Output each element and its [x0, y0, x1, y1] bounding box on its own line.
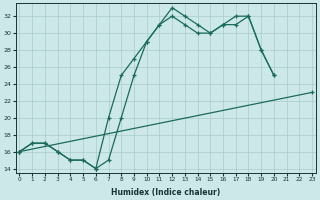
X-axis label: Humidex (Indice chaleur): Humidex (Indice chaleur): [111, 188, 220, 197]
